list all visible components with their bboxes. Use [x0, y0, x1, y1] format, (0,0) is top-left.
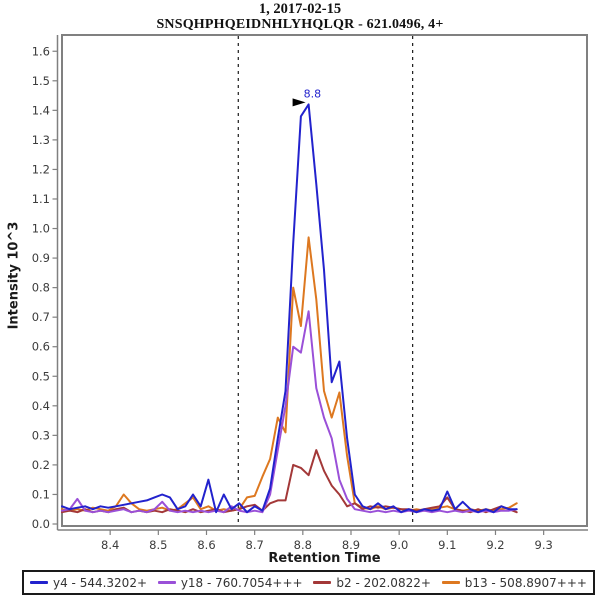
- x-tick-label: 9.2: [486, 538, 504, 552]
- x-tick-label: 8.4: [101, 538, 119, 552]
- peak-apex-label[interactable]: 8.8: [304, 87, 322, 100]
- y-tick-label: 0.2: [32, 458, 50, 472]
- legend-item-b13: b13 - 508.8907+++: [441, 575, 587, 590]
- y-tick-label: 0.5: [32, 369, 50, 383]
- chart-subtitle: SNSQHPHQEIDNHLYHQLQR - 621.0496, 4+: [156, 17, 444, 32]
- y-tick-label: 0.3: [32, 428, 50, 442]
- y-tick-label: 1.5: [32, 74, 50, 88]
- y-tick-label: 1.3: [32, 133, 50, 147]
- legend-item-y4: y4 - 544.3202+: [30, 576, 147, 590]
- x-tick-label: 9.0: [390, 538, 408, 552]
- legend-swatch-icon: [30, 581, 48, 584]
- x-tick-label: 9.3: [535, 538, 553, 552]
- y-tick-label: 0.9: [32, 251, 50, 265]
- y-tick-label: 1.1: [32, 192, 50, 206]
- legend-item-y18: y18 - 760.7054+++: [157, 575, 303, 590]
- x-tick-label: 8.9: [342, 538, 360, 552]
- y-tick-label: 0.7: [32, 310, 50, 324]
- y-tick-label: 0.1: [32, 487, 50, 501]
- y-tick-label: 0.8: [32, 281, 50, 295]
- chart-title: 1, 2017-02-15: [258, 1, 342, 17]
- legend-swatch-icon: [313, 581, 332, 584]
- x-tick-label: 8.5: [149, 538, 167, 552]
- y-tick-label: 1.6: [32, 44, 50, 58]
- legend-swatch-icon: [441, 581, 460, 584]
- legend: y4 - 544.3202+ y18 - 760.7054+++ b2 - 202.…: [22, 570, 595, 595]
- x-axis-label: Retention Time: [268, 551, 381, 566]
- y-tick-label: 0.0: [32, 517, 50, 531]
- y-tick-label: 0.4: [32, 399, 50, 413]
- y-tick-label: 0.6: [32, 340, 50, 354]
- x-tick-label: 8.8: [294, 538, 312, 552]
- x-tick-label: 8.7: [246, 538, 264, 552]
- y-tick-label: 1.4: [32, 103, 50, 117]
- x-tick-label: 8.6: [197, 538, 215, 552]
- series-line-y18[interactable]: [61, 310, 518, 514]
- y-tick-label: 1.0: [32, 222, 50, 236]
- legend-label: y4 - 544.3202+: [53, 575, 148, 590]
- legend-swatch-icon: [157, 581, 176, 584]
- legend-label: b13 - 508.8907+++: [464, 575, 587, 590]
- legend-item-b2: b2 - 202.0822+: [313, 576, 431, 590]
- peak-arrow-icon[interactable]: [292, 98, 306, 107]
- legend-label: b2 - 202.0822+: [336, 575, 431, 590]
- y-tick-label: 1.2: [32, 162, 50, 176]
- series-line-y4[interactable]: [61, 103, 518, 514]
- legend-label: y18 - 760.7054+++: [180, 575, 303, 590]
- x-tick-label: 9.1: [438, 538, 456, 552]
